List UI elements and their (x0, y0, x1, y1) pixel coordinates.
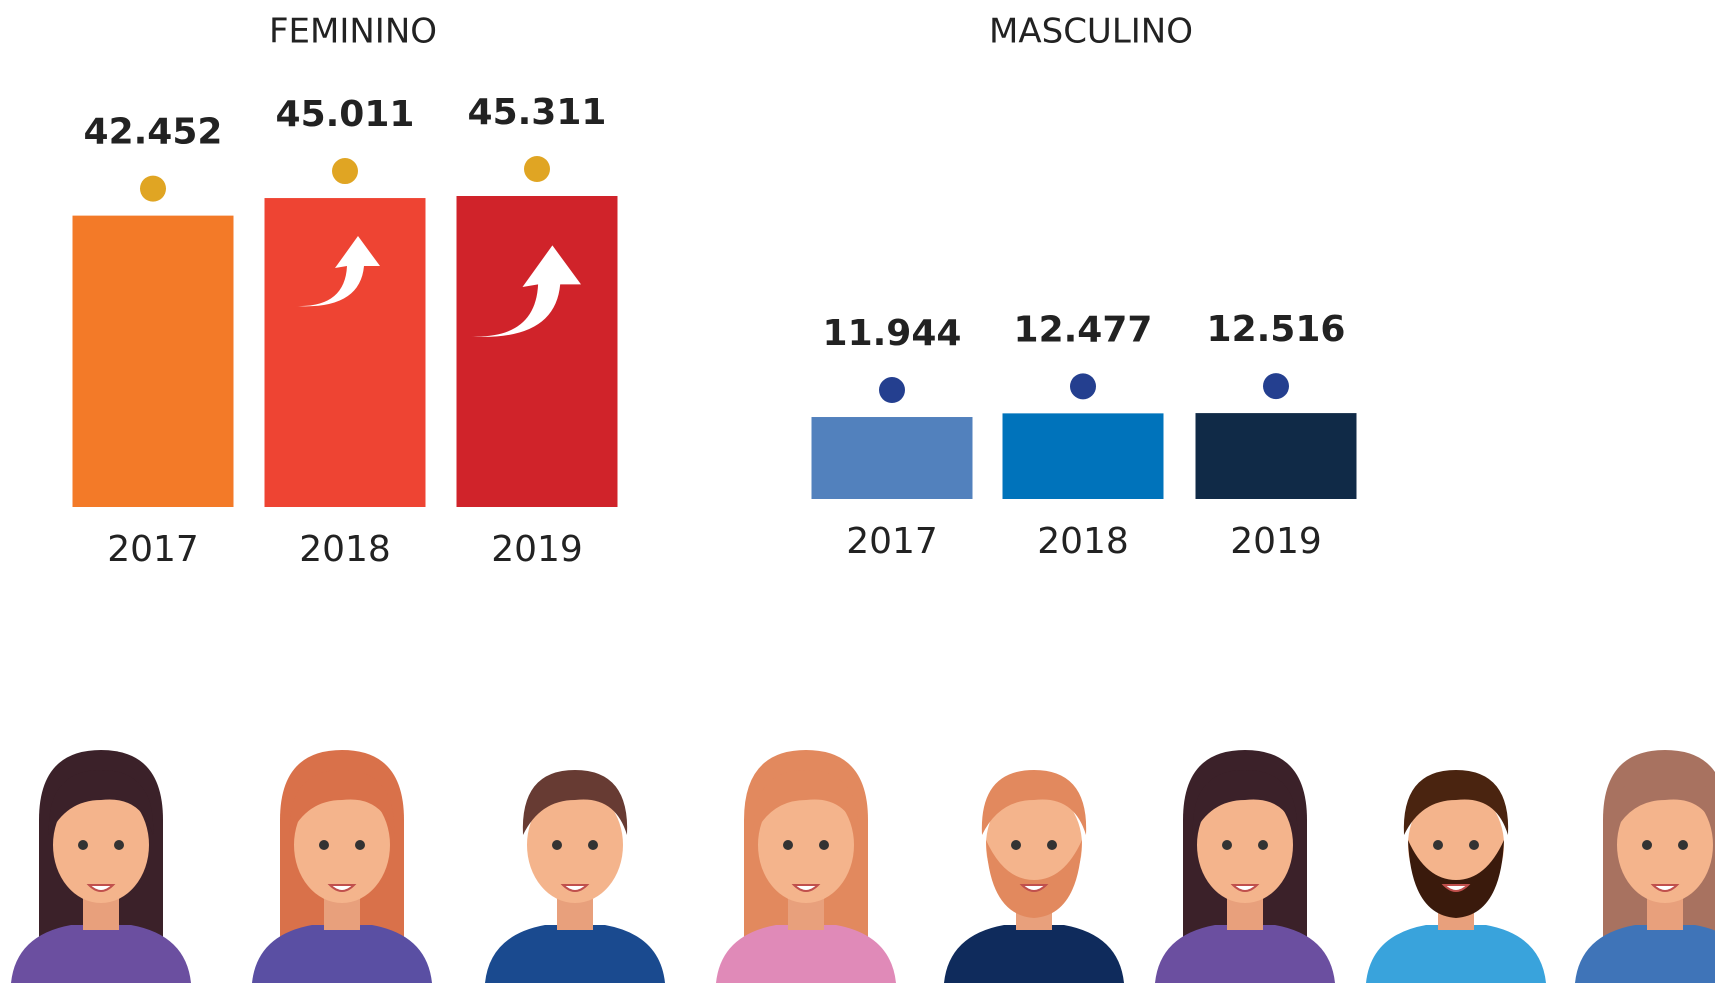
avatar-eye (1258, 840, 1268, 850)
marker-dot (879, 377, 905, 403)
avatar-eye (1047, 840, 1057, 850)
bar (812, 417, 973, 499)
avatar-eye (588, 840, 598, 850)
avatar-eye (1469, 840, 1479, 850)
avatar-shirt (11, 925, 191, 983)
value-label: 12.516 (1207, 309, 1346, 350)
x-tick-label: 2019 (491, 529, 583, 570)
avatar-eye (355, 840, 365, 850)
avatar-eye (1433, 840, 1443, 850)
marker-dot (524, 156, 550, 182)
x-tick-label: 2017 (846, 521, 938, 562)
avatar (1155, 750, 1335, 983)
avatar-eye (78, 840, 88, 850)
page: FEMININO 42.452 2017 45.011 2018 45.311 2019 MA… (0, 0, 1715, 983)
bar (457, 196, 618, 507)
avatar-eye (319, 840, 329, 850)
avatar-eye (783, 840, 793, 850)
x-tick-label: 2018 (299, 529, 391, 570)
value-label: 45.311 (468, 92, 607, 133)
avatar-shirt (1575, 925, 1715, 983)
avatar-shirt (485, 925, 665, 983)
avatar (1366, 770, 1546, 983)
marker-dot (1263, 373, 1289, 399)
chart-title: FEMININO (269, 12, 437, 52)
avatar-eye (552, 840, 562, 850)
avatar (252, 750, 432, 983)
marker-dot (1070, 373, 1096, 399)
avatar-eye (1222, 840, 1232, 850)
avatar (11, 750, 191, 983)
bar (1196, 413, 1357, 499)
bar (1003, 413, 1164, 499)
chart-title: MASCULINO (989, 12, 1193, 52)
value-label: 45.011 (276, 94, 415, 135)
avatar-eye (1678, 840, 1688, 850)
bar (73, 216, 234, 507)
avatar (485, 770, 665, 983)
marker-dot (140, 176, 166, 202)
value-label: 11.944 (823, 313, 962, 354)
value-label: 42.452 (84, 112, 223, 153)
avatar-shirt (944, 925, 1124, 983)
avatar-shirt (716, 925, 896, 983)
avatar (716, 750, 896, 983)
avatar-eye (819, 840, 829, 850)
infographic: FEMININO 42.452 2017 45.011 2018 45.311 2019 MA… (0, 0, 1715, 983)
avatar-eye (114, 840, 124, 850)
avatar (944, 770, 1124, 983)
bar (265, 198, 426, 507)
x-tick-label: 2017 (107, 529, 199, 570)
value-label: 12.477 (1014, 309, 1153, 350)
avatar (1575, 750, 1715, 983)
avatar-shirt (1155, 925, 1335, 983)
x-tick-label: 2018 (1037, 521, 1129, 562)
avatar-eye (1642, 840, 1652, 850)
x-tick-label: 2019 (1230, 521, 1322, 562)
avatar-shirt (252, 925, 432, 983)
avatar-eye (1011, 840, 1021, 850)
avatar-shirt (1366, 925, 1546, 983)
marker-dot (332, 158, 358, 184)
